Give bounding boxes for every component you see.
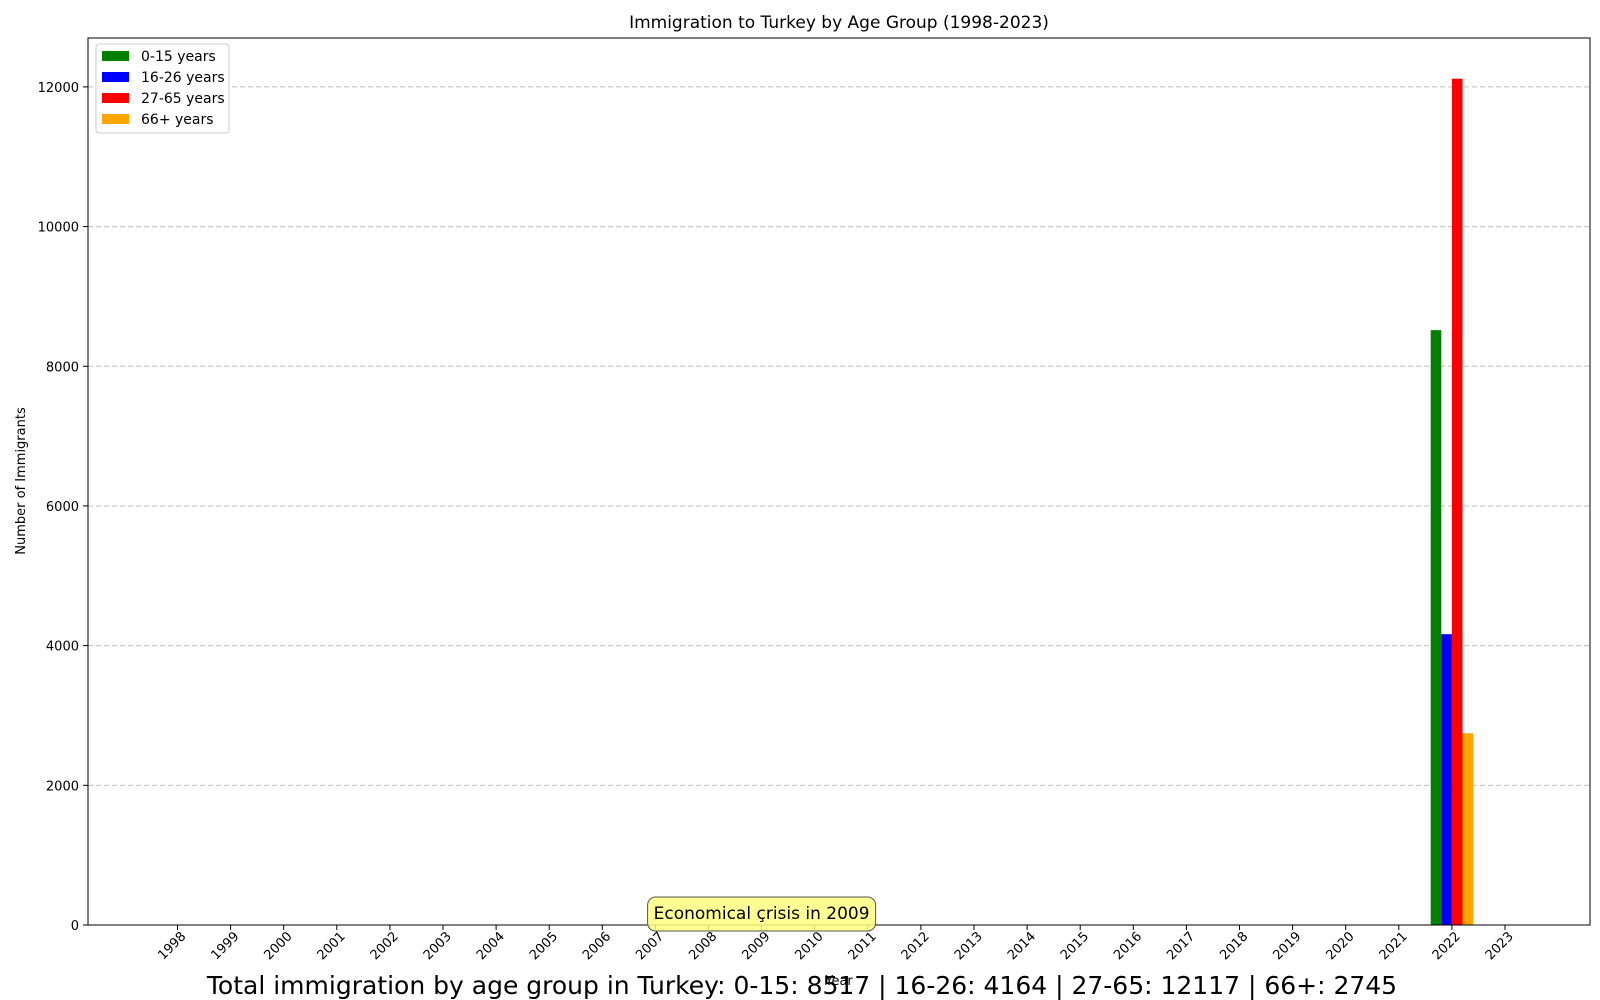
x-tick-label: 2015: [1058, 929, 1092, 963]
legend-label: 66+ years: [141, 112, 214, 128]
legend-label: 16-26 years: [141, 70, 225, 86]
x-tick-label: 2016: [1111, 929, 1145, 963]
x-tick-label: 2009: [739, 929, 773, 963]
x-tick-label: 2003: [421, 929, 455, 963]
x-tick-label: 1999: [208, 929, 242, 963]
x-tick-label: 2000: [262, 929, 296, 963]
x-tick-label: 2010: [793, 929, 827, 963]
footer-summary: Total immigration by age group in Turkey…: [206, 971, 1397, 1000]
x-tick-label: 2006: [580, 929, 614, 963]
y-tick-label: 2000: [46, 779, 79, 794]
y-tick-label: 8000: [46, 360, 79, 375]
legend-swatch: [102, 51, 129, 61]
legend-label: 27-65 years: [141, 91, 225, 107]
x-tick-label: 2011: [846, 929, 880, 963]
y-tick-label: 4000: [46, 640, 79, 655]
x-tick-label: 2008: [686, 929, 720, 963]
x-tick-label: 2004: [474, 929, 508, 963]
x-tick-label: 2001: [315, 929, 349, 963]
x-tick-label: 2014: [1005, 929, 1039, 963]
x-tick-label: 2007: [633, 929, 667, 963]
legend-swatch: [102, 114, 129, 124]
x-tick-label: 2019: [1270, 929, 1304, 963]
plot-frame: [87, 37, 1591, 926]
x-tick-label: 2012: [899, 929, 933, 963]
x-tick-label: 2013: [952, 929, 986, 963]
x-axis-label: Year: [824, 974, 853, 989]
x-tick-label: 2023: [1483, 929, 1517, 963]
annotation-text: Economical çrisis in 2009: [654, 904, 870, 924]
y-tick-label: 0: [71, 919, 79, 934]
x-tick-label: 2002: [368, 929, 402, 963]
x-tick-label: 2017: [1164, 929, 1198, 963]
chart-title: Immigration to Turkey by Age Group (1998…: [629, 13, 1049, 33]
legend-swatch: [102, 72, 129, 82]
y-tick-label: 6000: [46, 500, 79, 515]
x-tick-label: 1998: [155, 929, 189, 963]
legend-label: 0-15 years: [141, 49, 216, 65]
bar: [1451, 78, 1463, 925]
x-tick-label: 2022: [1430, 929, 1464, 963]
x-tick-label: 2005: [527, 929, 561, 963]
legend-box: [95, 43, 230, 134]
x-tick-label: 2020: [1324, 929, 1358, 963]
y-axis-label: Number of Immigrants: [14, 407, 29, 555]
legend-swatch: [102, 93, 129, 103]
annotation-box: [647, 896, 877, 932]
bar: [1441, 634, 1452, 925]
bar: [1430, 330, 1442, 925]
x-tick-label: 2018: [1217, 929, 1251, 963]
x-tick-label: 2021: [1377, 929, 1411, 963]
y-tick-label: 12000: [38, 81, 79, 96]
bar: [1462, 733, 1474, 925]
y-tick-label: 10000: [38, 221, 79, 236]
